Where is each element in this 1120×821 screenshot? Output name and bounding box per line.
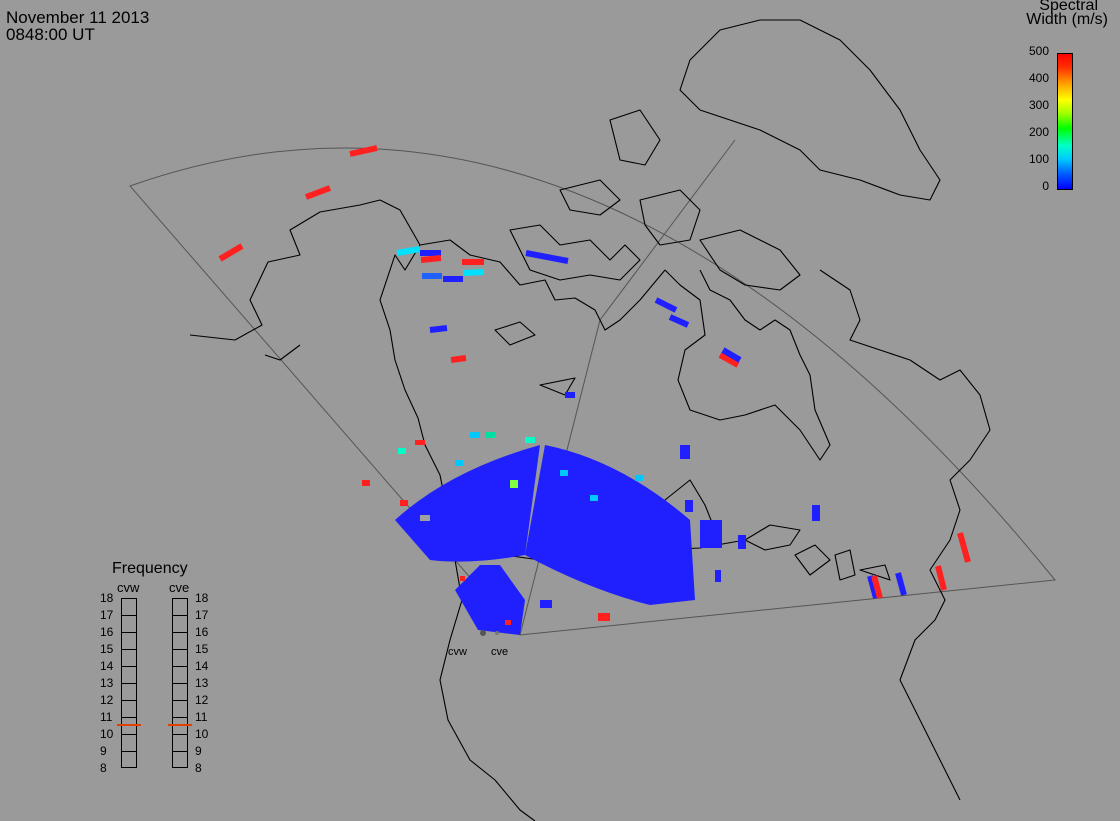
- fan-near: [455, 565, 525, 635]
- frequency-title: Frequency: [112, 560, 188, 577]
- frequency-radar2-label: cve: [169, 580, 190, 595]
- frequency-scale-label: 12: [100, 693, 114, 707]
- speckle: [635, 475, 643, 481]
- speckle: [460, 576, 465, 581]
- frequency-cell-divider: [173, 615, 187, 616]
- speckle: [590, 495, 598, 501]
- speckle: [470, 432, 480, 438]
- speckle: [415, 440, 425, 445]
- speckle: [455, 460, 463, 466]
- frequency-marker-cvw: [117, 723, 141, 726]
- frequency-cell-divider: [173, 683, 187, 684]
- frequency-cell-divider: [122, 751, 136, 752]
- frequency-scale-label: 8: [195, 761, 202, 775]
- frequency-scale-label: 15: [100, 642, 114, 656]
- speckle: [485, 432, 495, 438]
- colorbar-tick: 200: [1028, 125, 1049, 139]
- speckle: [362, 480, 370, 486]
- frequency-scale-label: 10: [100, 727, 114, 741]
- frequency-cell-divider: [173, 649, 187, 650]
- backscatter-fan: [362, 392, 820, 635]
- frequency-cell-divider: [122, 700, 136, 701]
- frequency-scale-label: 13: [100, 676, 114, 690]
- frequency-cell-divider: [122, 734, 136, 735]
- frequency-cell-divider: [122, 615, 136, 616]
- fan-cvw: [395, 445, 540, 562]
- frequency-scale-label: 13: [195, 676, 209, 690]
- frequency-scale-label: 12: [195, 693, 209, 707]
- frequency-cell-divider: [173, 700, 187, 701]
- frequency-scale-label: 11: [100, 710, 113, 724]
- colorbar-tick: 300: [1028, 98, 1049, 112]
- frequency-scale-label: 17: [100, 608, 114, 622]
- radar-site-marker: [495, 631, 499, 635]
- frequency-scale-label: 8: [100, 761, 107, 775]
- frequency-cell-divider: [122, 666, 136, 667]
- fan-cve: [525, 445, 695, 605]
- frequency-marker-cve: [168, 723, 192, 726]
- far-range-echoes: [218, 145, 971, 599]
- speckle: [420, 515, 430, 521]
- frequency-scale-label: 17: [195, 608, 209, 622]
- frequency-scale-label: 15: [195, 642, 209, 656]
- frequency-cell-divider: [173, 717, 187, 718]
- frequency-cell-divider: [173, 666, 187, 667]
- frequency-bar-cve: [172, 598, 188, 768]
- radar-site-label: cvw: [448, 646, 467, 658]
- radar-site-label: cve: [491, 646, 509, 658]
- colorbar-tick: 0: [1042, 179, 1049, 193]
- frequency-cell-divider: [173, 632, 187, 633]
- speckle: [738, 535, 746, 549]
- speckle: [510, 480, 518, 488]
- speckle: [598, 613, 610, 621]
- speckle: [680, 445, 690, 459]
- frequency-radar1-label: cvw: [117, 580, 140, 595]
- colorbar-title-line2: Width (m/s): [1026, 11, 1108, 28]
- speckle: [398, 448, 406, 454]
- frequency-scale-label: 16: [195, 625, 209, 639]
- speckle: [685, 500, 693, 512]
- frequency-bar-cvw: [121, 598, 137, 768]
- colorbar: [1057, 53, 1073, 190]
- frequency-scale-label: 10: [195, 727, 209, 741]
- frequency-cell-divider: [122, 649, 136, 650]
- speckle: [400, 500, 408, 506]
- frequency-scale-label: 18: [100, 591, 114, 605]
- frequency-cell-divider: [173, 734, 187, 735]
- colorbar-tick: 400: [1028, 71, 1049, 85]
- frequency-cell-divider: [122, 717, 136, 718]
- frequency-cell-divider: [122, 683, 136, 684]
- speckle: [812, 505, 820, 521]
- speckle: [700, 520, 722, 548]
- speckle: [505, 620, 511, 625]
- speckle: [565, 392, 575, 398]
- frequency-scale-label: 9: [195, 744, 202, 758]
- frequency-scale-label: 18: [195, 591, 209, 605]
- frequency-scale-label: 16: [100, 625, 114, 639]
- speckle: [525, 437, 535, 443]
- radar-site-marker: [480, 630, 486, 636]
- frequency-cell-divider: [173, 751, 187, 752]
- frequency-cell-divider: [122, 632, 136, 633]
- speckle: [715, 570, 721, 582]
- colorbar-tick: 100: [1028, 152, 1049, 166]
- frequency-scale-label: 11: [195, 710, 208, 724]
- frequency-scale-label: 14: [195, 659, 209, 673]
- speckle: [540, 600, 552, 608]
- date-label: November 11 2013: [6, 8, 150, 27]
- coastlines: [189, 19, 991, 821]
- frequency-scale-label: 9: [100, 744, 107, 758]
- time-label: 0848:00 UT: [6, 25, 95, 44]
- colorbar-tick: 500: [1028, 44, 1049, 58]
- speckle: [560, 470, 568, 476]
- colorbar-title-line1: Spectral: [1039, 0, 1098, 14]
- frequency-scale-label: 14: [100, 659, 114, 673]
